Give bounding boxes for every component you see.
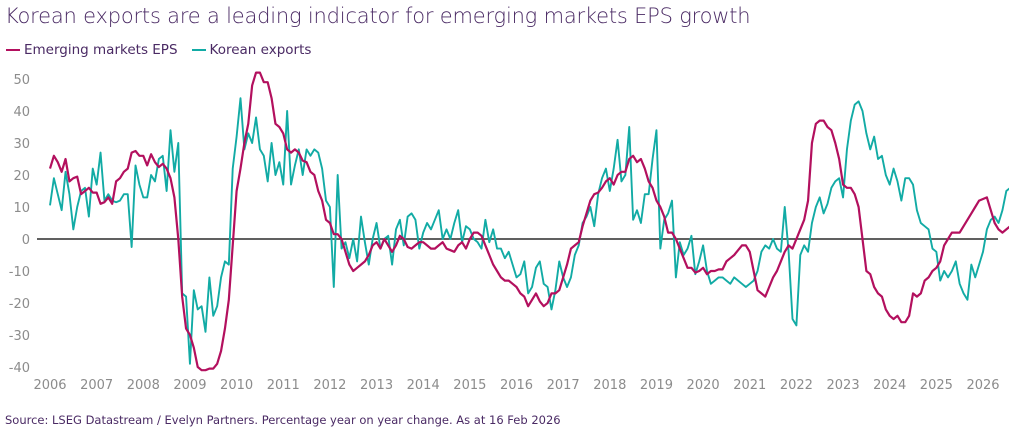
legend-label-em-eps: Emerging markets EPS — [24, 42, 178, 58]
x-tick-label: 2007 — [80, 378, 113, 393]
legend-swatch-em-eps — [6, 49, 20, 51]
x-tick-label: 2009 — [173, 378, 206, 393]
x-tick-label: 2014 — [407, 378, 440, 393]
y-tick-label: -30 — [9, 329, 30, 344]
y-axis: 50 40 30 20 10 0 -10 -20 -30 -40 — [9, 73, 30, 376]
x-tick-label: 2016 — [500, 378, 533, 393]
series-line-korean-exports — [49, 97, 1009, 365]
x-axis: 2006 2007 2008 2009 2010 2011 2012 2013 2014 2015… — [33, 378, 999, 393]
y-tick-label: 50 — [13, 73, 30, 88]
x-tick-label: 2008 — [127, 378, 160, 393]
x-tick-label: 2011 — [267, 378, 300, 393]
legend-item-korean-exports: Korean exports — [191, 42, 312, 58]
x-tick-label: 2021 — [733, 378, 766, 393]
y-tick-label: 10 — [13, 201, 30, 216]
x-tick-label: 2020 — [687, 378, 720, 393]
y-tick-label: -20 — [9, 297, 30, 312]
x-tick-label: 2024 — [873, 378, 906, 393]
chart-legend: Emerging markets EPS Korean exports — [6, 42, 311, 58]
x-tick-label: 2026 — [966, 378, 999, 393]
x-tick-label: 2017 — [547, 378, 580, 393]
x-tick-label: 2010 — [220, 378, 253, 393]
x-tick-label: 2022 — [780, 378, 813, 393]
x-tick-label: 2006 — [33, 378, 66, 393]
y-tick-label: -10 — [9, 265, 30, 280]
x-tick-label: 2023 — [827, 378, 860, 393]
y-tick-label: 30 — [13, 137, 30, 152]
series-group — [48, 71, 1009, 372]
chart-title: Korean exports are a leading indicator f… — [5, 4, 751, 28]
series-line-em-eps — [48, 71, 1009, 372]
legend-label-korean-exports: Korean exports — [209, 42, 312, 58]
y-tick-label: 0 — [22, 233, 30, 248]
x-tick-label: 2025 — [920, 378, 953, 393]
x-tick-label: 2013 — [360, 378, 393, 393]
y-tick-label: -40 — [9, 361, 30, 376]
legend-swatch-korean-exports — [191, 49, 206, 51]
x-tick-label: 2019 — [640, 378, 673, 393]
x-tick-label: 2018 — [593, 378, 626, 393]
y-tick-label: 20 — [13, 169, 30, 184]
x-tick-label: 2015 — [453, 378, 486, 393]
legend-item-em-eps: Emerging markets EPS — [6, 42, 178, 58]
x-tick-label: 2012 — [313, 378, 346, 393]
y-tick-label: 40 — [13, 105, 30, 120]
source-note: Source: LSEG Datastream / Evelyn Partner… — [5, 413, 561, 427]
